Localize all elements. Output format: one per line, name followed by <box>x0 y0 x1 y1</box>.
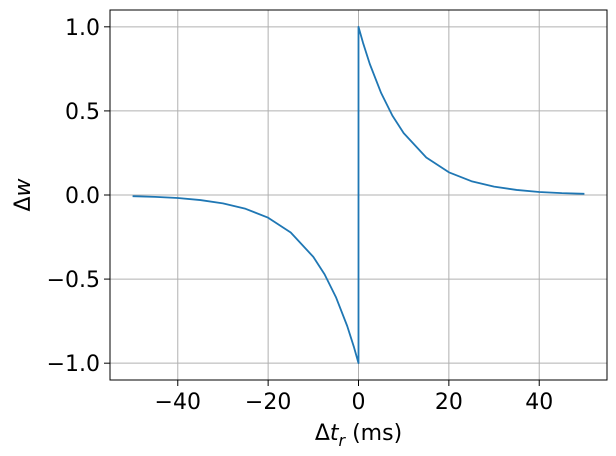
x-axis-title-prefix: Δ <box>315 421 330 446</box>
series-line <box>132 25 585 365</box>
x-tick-label: −20 <box>245 390 291 415</box>
y-tick-label: 0.5 <box>65 100 100 125</box>
y-axis-title: Δw <box>11 177 36 211</box>
y-tick-label: 0.0 <box>65 184 100 209</box>
x-axis-title-subscript: r <box>339 431 347 450</box>
y-axis-title-prefix: Δ <box>11 196 36 211</box>
y-axis-title-variable: w <box>11 177 36 196</box>
x-axis-title-suffix: (ms) <box>345 421 402 446</box>
x-axis-title-variable: t <box>330 421 340 446</box>
x-tick-label: −40 <box>155 390 201 415</box>
x-tick-label: 0 <box>352 390 366 415</box>
x-tick-label: 40 <box>525 390 553 415</box>
data-lines <box>132 25 585 365</box>
x-axis-title: Δtr (ms) <box>315 421 402 450</box>
y-tick-label: −1.0 <box>47 352 100 377</box>
y-tick-label: −0.5 <box>47 268 100 293</box>
y-tick-label: 1.0 <box>65 16 100 41</box>
axis-ticks: −40 −20 0 20 40 −1.0 −0.5 0.0 0.5 1.0 <box>47 16 554 415</box>
x-tick-label: 20 <box>435 390 463 415</box>
